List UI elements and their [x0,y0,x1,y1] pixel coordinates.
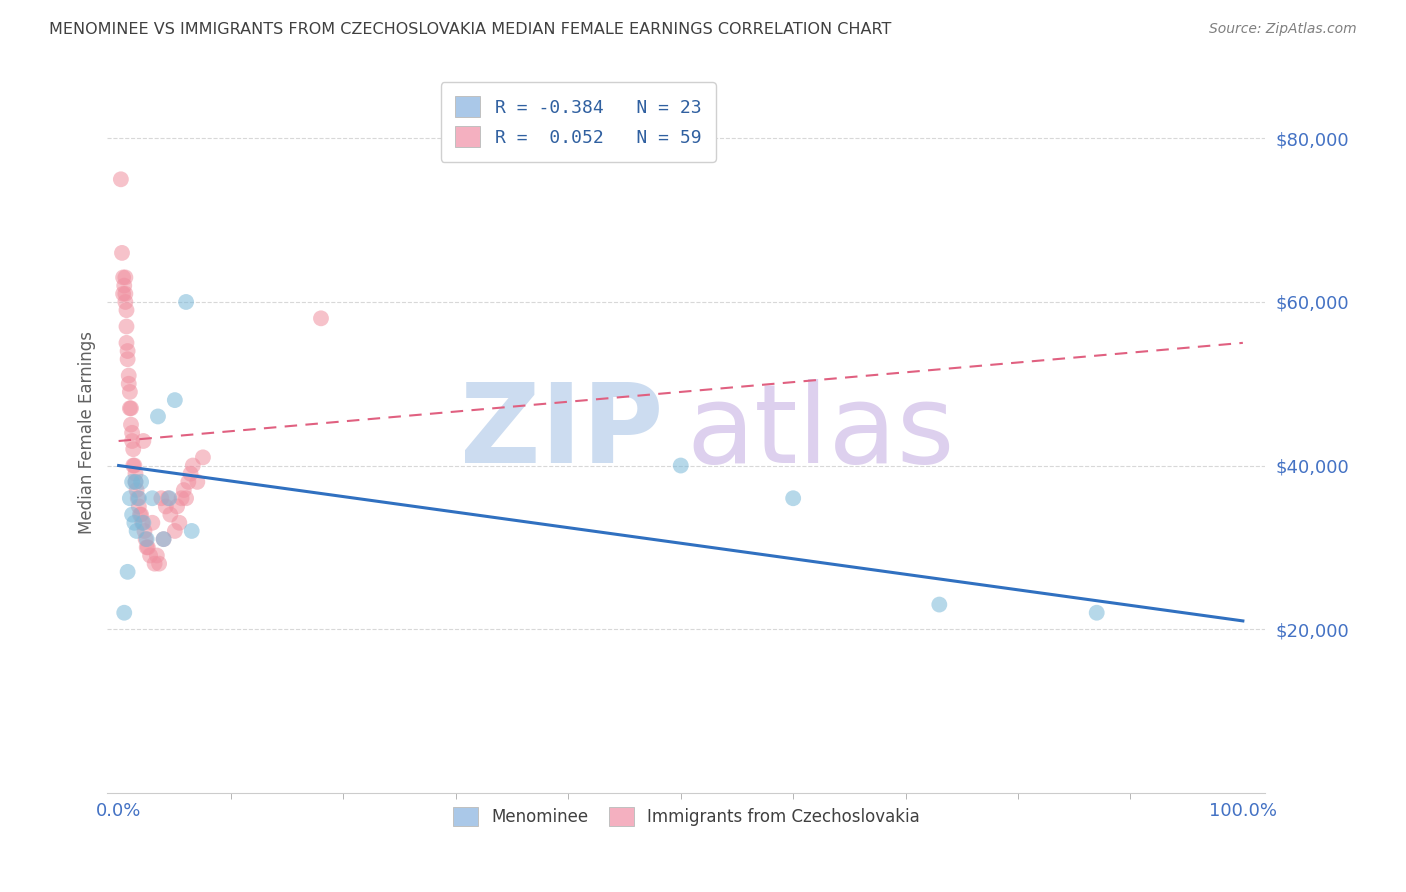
Text: MENOMINEE VS IMMIGRANTS FROM CZECHOSLOVAKIA MEDIAN FEMALE EARNINGS CORRELATION C: MENOMINEE VS IMMIGRANTS FROM CZECHOSLOVA… [49,22,891,37]
Point [135,532,157,546]
Point [120,417,142,432]
Point [117,565,139,579]
Point [174,295,197,310]
Point [136,541,159,555]
Point [150,491,173,506]
Point [132,516,155,530]
Point [124,467,146,481]
Point [115,303,138,318]
Point [180,467,202,481]
Point [157,491,180,506]
Point [141,491,163,506]
Point [111,246,134,260]
Point [117,344,139,359]
Point [129,508,152,522]
Point [180,524,202,538]
Point [115,319,138,334]
Point [146,409,169,424]
Point [139,549,162,563]
Text: Source: ZipAtlas.com: Source: ZipAtlas.com [1209,22,1357,37]
Point [115,335,138,350]
Point [131,516,153,530]
Point [170,491,193,506]
Point [118,491,141,506]
Point [122,442,145,457]
Point [110,172,132,186]
Text: atlas: atlas [686,379,955,486]
Point [118,401,141,416]
Point [174,491,197,506]
Point [148,557,170,571]
Point [129,475,152,489]
Point [121,508,143,522]
Point [191,450,214,465]
Point [114,295,136,310]
Point [121,475,143,489]
Point [117,352,139,367]
Point [121,425,143,440]
Point [146,549,169,563]
Point [181,458,204,473]
Point [157,491,180,506]
Point [124,475,146,489]
Point [112,286,135,301]
Point [118,376,141,391]
Point [169,516,191,530]
Point [129,508,152,522]
Point [1085,606,1108,620]
Point [124,516,146,530]
Point [152,532,174,546]
Point [128,491,150,506]
Point [134,524,156,538]
Point [121,434,143,448]
Y-axis label: Median Female Earnings: Median Female Earnings [79,331,96,534]
Point [120,401,142,416]
Point [928,598,950,612]
Point [173,483,195,497]
Point [141,516,163,530]
Point [177,475,200,489]
Point [127,491,149,506]
Point [125,483,148,497]
Point [163,524,186,538]
Point [186,475,208,489]
Point [132,434,155,448]
Point [166,500,188,514]
Text: ZIP: ZIP [460,379,664,486]
Point [135,541,157,555]
Point [112,278,135,293]
Point [669,458,692,473]
Point [125,524,148,538]
Point [114,270,136,285]
Point [124,458,146,473]
Point [155,500,177,514]
Point [114,286,136,301]
Legend: Menominee, Immigrants from Czechoslovakia: Menominee, Immigrants from Czechoslovaki… [444,798,928,835]
Point [135,532,157,546]
Point [143,557,166,571]
Point [112,270,135,285]
Point [163,393,186,408]
Point [782,491,804,506]
Point [159,508,181,522]
Point [122,458,145,473]
Point [309,311,332,326]
Point [118,384,141,399]
Point [112,606,135,620]
Point [152,532,174,546]
Point [128,500,150,514]
Point [118,368,141,383]
Point [124,475,146,489]
